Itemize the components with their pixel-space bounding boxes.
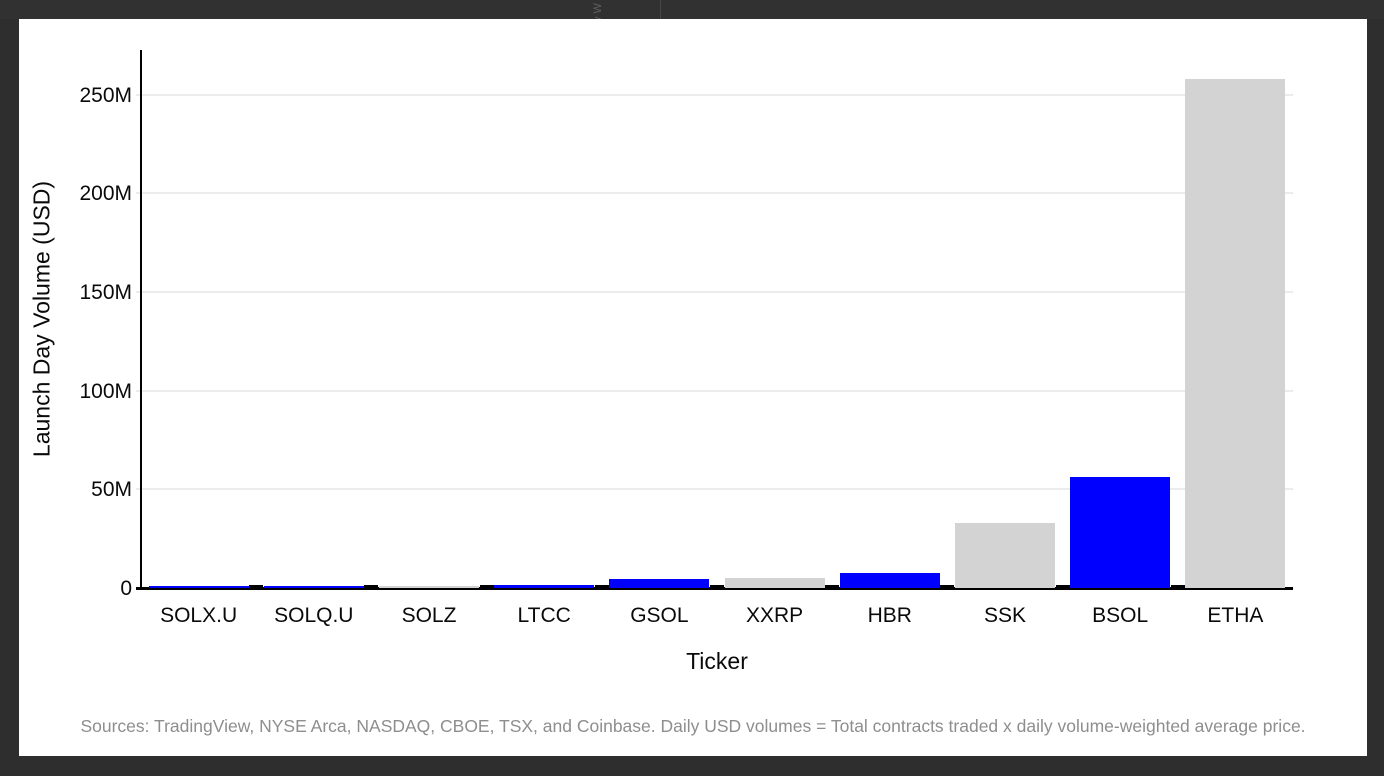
x-tick-label-SOLQ.U: SOLQ.U [274,604,354,627]
gridline-150M [136,290,1293,293]
gridline-200M [136,192,1293,195]
y-tick-label: 150M [79,280,132,304]
y-tick-label: 250M [79,83,132,107]
x-tick-label-SOLZ: SOLZ [401,604,457,627]
x-boundary-tick [364,585,379,589]
x-tick-label-GSOL: GSOL [630,604,689,627]
x-tick-label-SOLX.U: SOLX.U [160,604,238,627]
bar-ETHA [1185,78,1286,588]
gridline-250M [136,93,1293,96]
y-tick-label: 200M [79,182,132,206]
bar-LTCC [494,584,595,588]
x-tick-label-XXRP: XXRP [746,604,804,627]
bar-HBR [839,572,940,588]
x-boundary-tick [825,585,840,589]
background-top-strip: y W [0,0,1384,22]
y-axis-line [140,50,142,590]
bar-GSOL [609,579,710,588]
x-boundary-tick [1170,585,1185,589]
x-tick-label-LTCC: LTCC [517,604,571,627]
x-tick-label-ETHA: ETHA [1207,604,1264,627]
y-tick-label: 0 [120,577,132,600]
bar-SOLX.U [148,586,249,588]
x-tick-label-BSOL: BSOL [1092,604,1149,627]
x-boundary-tick [594,585,609,589]
bar-SOLQ.U [263,586,364,588]
y-tick-label: 100M [79,379,132,403]
x-boundary-tick [479,585,494,589]
gridline-50M [136,488,1293,491]
y-tick-label: 50M [91,478,132,502]
bar-XXRP [724,578,825,588]
bar-SSK [955,522,1055,588]
y-axis-title: Launch Day Volume (USD) [28,180,55,458]
x-boundary-tick [710,585,724,589]
x-boundary-tick [1055,585,1070,589]
bar-BSOL [1070,477,1171,588]
x-tick-label-SSK: SSK [983,604,1027,627]
chart-card: 0 50M 100M 150M 200M 250M SOLX.U SOLQ.U SOLZ LTCC… [19,19,1367,756]
bar-SOLZ [379,585,479,588]
gridline-100M [136,389,1293,392]
x-boundary-tick [940,585,955,589]
source-footnote: Sources: TradingView, NYSE Arca, NASDAQ,… [80,716,1306,736]
x-boundary-tick [249,585,264,589]
x-tick-label-HBR: HBR [867,604,912,627]
background-strip-divider [660,0,661,19]
x-axis-title: Ticker [686,648,748,674]
